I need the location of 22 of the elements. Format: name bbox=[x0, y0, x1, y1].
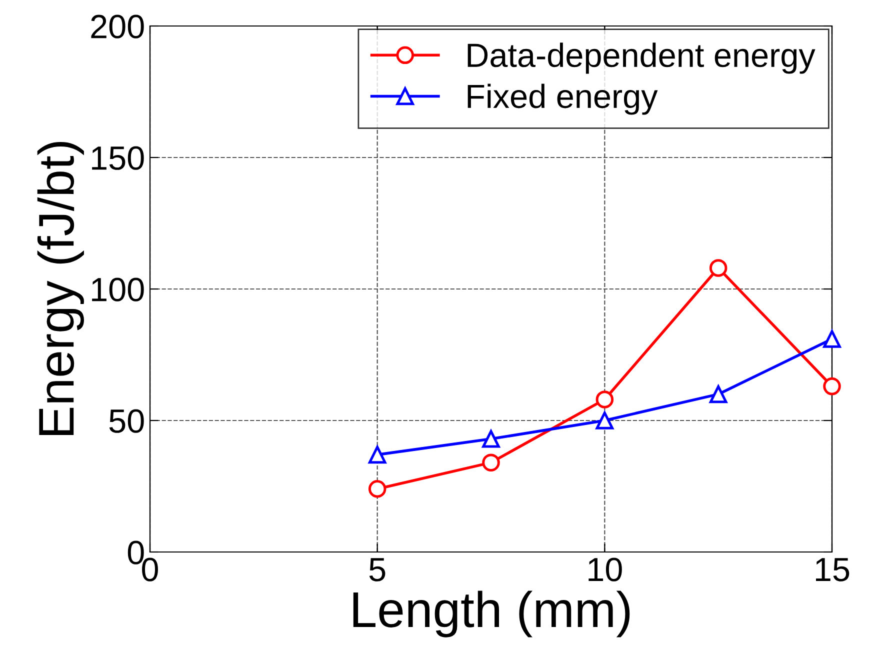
x-tick-label: 10 bbox=[588, 558, 622, 582]
y-tick-label: 100 bbox=[92, 278, 144, 302]
x-tick-label: 5 bbox=[369, 558, 386, 582]
point bbox=[482, 454, 500, 472]
point bbox=[482, 430, 500, 448]
y-tick-label: 200 bbox=[91, 14, 144, 38]
point bbox=[368, 480, 386, 498]
point bbox=[823, 330, 841, 348]
y-tick-label: 0 bbox=[128, 540, 144, 564]
point bbox=[368, 446, 386, 464]
x-tick-label: 15 bbox=[816, 558, 850, 582]
point bbox=[596, 390, 614, 408]
legend-label: Fixed energy bbox=[468, 84, 658, 115]
point bbox=[823, 377, 841, 396]
y-tick-label: 150 bbox=[92, 146, 144, 170]
y-tick-label: 50 bbox=[109, 409, 144, 433]
y-axis-title: Energy (fJ/bt) bbox=[37, 142, 84, 435]
point bbox=[596, 412, 614, 430]
x-axis-title: Length (mm) bbox=[353, 590, 630, 638]
point bbox=[709, 385, 728, 404]
legend-label: Data-dependent energy bbox=[468, 42, 816, 74]
point bbox=[709, 259, 728, 277]
